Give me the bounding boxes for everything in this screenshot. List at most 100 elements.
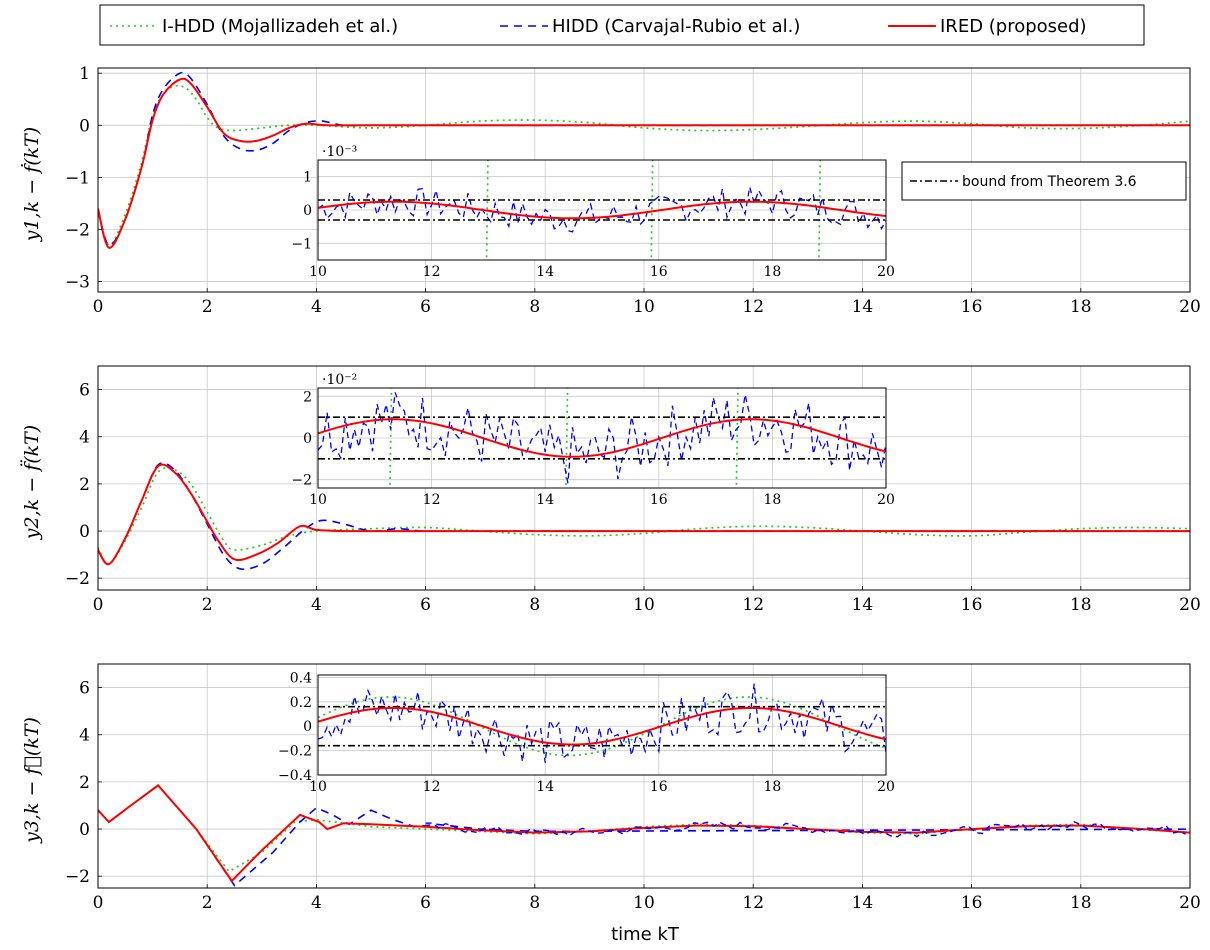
- inset-x-tick-label: 14: [536, 779, 554, 795]
- y-tick-label: 0: [79, 116, 90, 136]
- inset-x-tick-label: 12: [423, 779, 441, 795]
- y-tick-label: −2: [65, 220, 90, 240]
- x-label: time kT: [611, 924, 680, 945]
- x-tick-label: 0: [93, 595, 104, 615]
- inset-x-tick-label: 16: [650, 779, 668, 795]
- series-line-1: [98, 84, 1190, 246]
- inset-x-tick-label: 18: [763, 264, 781, 280]
- inset-x-tick-label: 10: [309, 492, 327, 508]
- inset-1: 10 12 14 16 18 20 −1 0 1 ·10⁻³: [291, 144, 895, 280]
- y-tick-label: −3: [65, 273, 90, 293]
- x-tick-label: 20: [1179, 297, 1201, 317]
- x-tick-label: 20: [1179, 893, 1201, 913]
- y-tick-label: 0: [79, 820, 90, 840]
- x-tick-label: 12: [742, 893, 764, 913]
- x-tick-label: 14: [852, 297, 874, 317]
- inset-x-tick-label: 14: [536, 492, 554, 508]
- y-tick-label: 2: [79, 773, 90, 793]
- bound-legend-label: bound from Theorem 3.6: [962, 174, 1137, 190]
- inset-x-tick-label: 20: [877, 492, 895, 508]
- inset-x-tick-label: 14: [536, 264, 554, 280]
- x-tick-label: 20: [1179, 595, 1201, 615]
- series-line-3: [98, 463, 1190, 566]
- x-tick-label: 4: [311, 297, 322, 317]
- inset-y-tick-label: −0.2: [278, 744, 312, 760]
- svg-text:y3,k − f⃛(kT): y3,k − f⃛(kT): [21, 717, 43, 844]
- y-tick-label: 6: [79, 679, 90, 699]
- inset-y-tick-label: 0.2: [290, 695, 312, 711]
- inset-x-tick-label: 12: [423, 492, 441, 508]
- svg-text:y1,k − ḟ(kT): y1,k − ḟ(kT): [20, 127, 43, 242]
- x-tick-label: 10: [633, 893, 655, 913]
- inset-y-tick-label: 1: [303, 170, 312, 186]
- inset-x-tick-label: 16: [650, 264, 668, 280]
- inset-series-hidd: [318, 186, 886, 233]
- inset-x-tick-label: 12: [423, 264, 441, 280]
- x-tick-label: 12: [742, 297, 764, 317]
- y-tick-label: 0: [79, 522, 90, 542]
- legend-label-ired: IRED (proposed): [940, 16, 1087, 37]
- x-tick-label: 8: [529, 595, 540, 615]
- x-tick-label: 0: [93, 297, 104, 317]
- inset-y-tick-label: −1: [291, 236, 312, 252]
- inset-y-tick-label: 0: [303, 719, 312, 735]
- legend: I-HDD (Mojallizadeh et al.) HIDD (Carvaj…: [99, 4, 1145, 46]
- inset-x-tick-label: 18: [763, 779, 781, 795]
- legend-label-ihdd: I-HDD (Mojallizadeh et al.): [162, 16, 398, 37]
- y-tick-label: 2: [79, 475, 90, 495]
- y-tick-label: −2: [65, 867, 90, 887]
- bound-legend: bound from Theorem 3.6: [901, 161, 1187, 201]
- inset-frame: [317, 387, 887, 489]
- x-tick-label: 14: [852, 893, 874, 913]
- inset-y-tick-label: 2: [303, 389, 312, 405]
- x-tick-label: 4: [311, 893, 322, 913]
- x-tick-label: 16: [961, 297, 983, 317]
- inset-series-hidd: [318, 392, 886, 484]
- x-tick-label: 18: [1070, 595, 1092, 615]
- y-tick-label: 4: [79, 726, 90, 746]
- x-tick-label: 0: [93, 893, 104, 913]
- y-tick-label: 4: [79, 428, 90, 448]
- inset-multiplier: ·10⁻²: [322, 372, 357, 388]
- inset-frame: [317, 159, 887, 261]
- y-label-2: y2,k − f̈(kT): [20, 425, 43, 540]
- y-label-3: y3,k − f⃛(kT): [21, 717, 43, 844]
- x-tick-label: 18: [1070, 297, 1092, 317]
- y-tick-label: −2: [65, 569, 90, 589]
- inset-x-tick-label: 10: [309, 779, 327, 795]
- inset-x-tick-label: 18: [763, 492, 781, 508]
- x-tick-label: 6: [420, 595, 431, 615]
- series-line-3: [98, 77, 1190, 249]
- inset-y-tick-label: −2: [291, 473, 312, 489]
- x-tick-label: 4: [311, 595, 322, 615]
- x-tick-label: 2: [202, 595, 213, 615]
- inset-multiplier: ·10⁻³: [322, 144, 357, 160]
- x-tick-label: 8: [529, 893, 540, 913]
- inset-series-ired: [318, 200, 886, 220]
- inset-x-tick-label: 20: [877, 779, 895, 795]
- x-tick-label: 18: [1070, 893, 1092, 913]
- inset-x-tick-label: 10: [309, 264, 327, 280]
- inset-series-ired: [318, 706, 886, 746]
- x-tick-label: 6: [420, 893, 431, 913]
- inset-background: [318, 675, 886, 775]
- y-tick-label: 6: [79, 381, 90, 401]
- x-tick-label: 2: [202, 297, 213, 317]
- inset-y-tick-label: −0.4: [278, 768, 312, 784]
- y-tick-label: 1: [79, 64, 90, 84]
- inset-series-ired: [318, 418, 886, 458]
- x-tick-label: 16: [961, 595, 983, 615]
- x-tick-label: 10: [633, 595, 655, 615]
- series-line-2-detail: [425, 820, 1186, 838]
- inset-3: 10 12 14 16 18 20 −0.4 −0.2 0 0.2 0.4: [278, 670, 895, 795]
- inset-frame: [317, 674, 887, 776]
- x-tick-label: 16: [961, 893, 983, 913]
- inset-x-tick-label: 16: [650, 492, 668, 508]
- inset-y-tick-label: 0.4: [290, 670, 312, 686]
- x-tick-label: 12: [742, 595, 764, 615]
- y-label-1: y1,k − ḟ(kT): [20, 127, 43, 242]
- legend-label-hidd: HIDD (Carvajal-Rubio et al.): [552, 16, 800, 37]
